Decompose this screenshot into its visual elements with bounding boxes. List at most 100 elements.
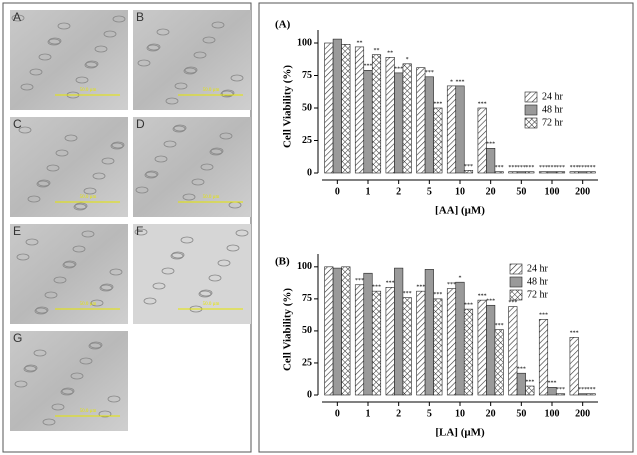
bar [578, 393, 588, 396]
significance: *** [570, 165, 579, 171]
significance: ** [387, 51, 393, 57]
cell [191, 178, 205, 186]
significance: *** [495, 165, 504, 171]
cell [70, 372, 84, 380]
significance: *** [525, 165, 534, 171]
cell [163, 140, 177, 148]
x-tick-label: 1 [366, 186, 371, 197]
significance: *** [517, 367, 526, 373]
x-tick-label: 100 [545, 186, 560, 197]
micrographs: A 50.0 µm B 50.0 µm C 50.0 µm D 50.0 µm E 50.0 µm… [10, 10, 251, 431]
bar [555, 171, 566, 174]
scale-label: 50.0 µm [80, 409, 97, 414]
cell [219, 132, 233, 140]
significance: * [459, 276, 462, 282]
cell [11, 14, 25, 22]
cell [161, 267, 175, 275]
cell [55, 149, 69, 157]
cell [230, 74, 244, 82]
cell [34, 307, 48, 315]
significance: *** [578, 387, 587, 393]
cell [33, 349, 47, 357]
bar [363, 70, 373, 174]
y-tick-label: 50 [302, 102, 312, 113]
cell [74, 202, 88, 210]
cell [172, 125, 186, 133]
y-axis-label: Cell Viability (%) [282, 65, 294, 148]
cell [63, 260, 77, 268]
significance: * [406, 57, 409, 63]
cell [137, 59, 151, 67]
cell [135, 186, 149, 194]
cell [209, 148, 223, 156]
bar [586, 393, 596, 396]
cell [48, 37, 62, 45]
significance: *** [517, 165, 526, 171]
bar [402, 63, 412, 174]
panel-label: G [13, 331, 22, 345]
significance: *** [525, 379, 534, 385]
bar [433, 298, 443, 396]
significance: *** [548, 165, 557, 171]
cell [220, 90, 234, 98]
bar [324, 42, 334, 174]
y-tick-label: 0 [307, 167, 312, 178]
x-tick-label: 100 [545, 408, 560, 419]
bar [538, 171, 549, 174]
bar [371, 54, 382, 174]
cell [89, 341, 103, 349]
y-tick-label: 100 [297, 37, 312, 48]
panel-label: E [13, 224, 21, 238]
micrograph [133, 10, 251, 110]
cell [156, 28, 170, 36]
y-tick-label: 0 [307, 389, 312, 400]
x-axis-label: [LA] (μM) [435, 427, 485, 439]
cell [144, 171, 158, 179]
cell [24, 364, 38, 372]
cell [90, 299, 104, 307]
bar [516, 372, 526, 396]
cell [51, 403, 65, 411]
cell [16, 253, 30, 261]
significance: *** [403, 291, 412, 297]
significance: *** [355, 278, 364, 284]
x-tick-label: 200 [575, 408, 590, 419]
cell [64, 134, 78, 142]
legend-label: 72 hr [527, 289, 549, 300]
cell [183, 67, 197, 75]
x-tick-label: 0 [335, 186, 340, 197]
cell [154, 155, 168, 163]
panel-label: D [136, 117, 145, 131]
x-axis-label: [AA] (μM) [435, 205, 485, 217]
significance: *** [539, 165, 548, 171]
cell [184, 66, 198, 74]
micrograph [133, 117, 251, 217]
legend-label: 24 hr [542, 91, 564, 102]
cell [134, 228, 148, 236]
cell [20, 83, 34, 91]
y-tick-label: 75 [302, 70, 312, 81]
bar [424, 76, 434, 174]
significance: *** [495, 323, 504, 329]
bar [463, 308, 474, 396]
cell [198, 290, 212, 298]
panel-label: A [13, 10, 21, 24]
cell [171, 251, 185, 259]
significance: *** [587, 387, 596, 393]
bar [569, 337, 579, 396]
bar [332, 267, 342, 396]
right-frame [258, 2, 634, 453]
significance: *** [486, 299, 495, 305]
cell [92, 172, 106, 180]
cell [57, 22, 71, 30]
x-tick-label: 0 [335, 408, 340, 419]
cell [42, 418, 56, 426]
cell [79, 357, 93, 365]
bar [516, 171, 526, 174]
bar [547, 171, 557, 174]
micrograph [10, 331, 128, 431]
cell [210, 147, 224, 155]
significance: *** [372, 285, 381, 291]
cell [61, 387, 75, 395]
